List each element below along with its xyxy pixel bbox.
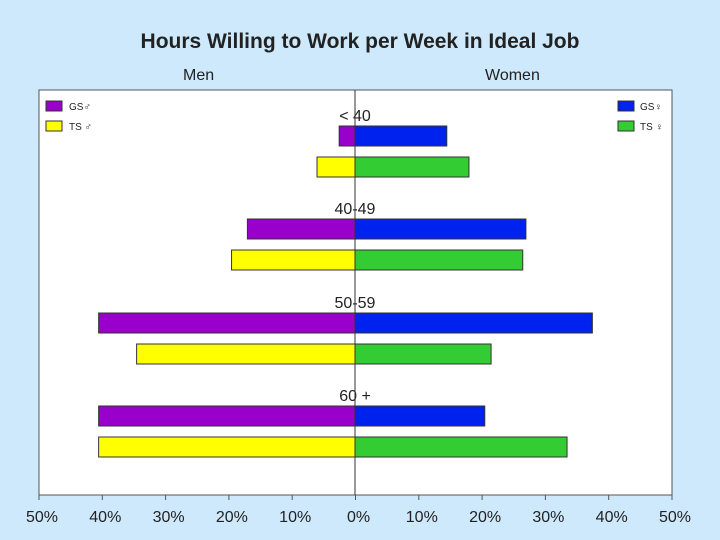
bar-right	[354, 343, 492, 365]
bar-left	[338, 125, 356, 147]
x-tick-label: 20%	[469, 509, 501, 526]
men-label: Men	[183, 67, 215, 84]
bar-right	[354, 218, 527, 240]
x-tick-label: 10%	[279, 509, 311, 526]
legend-swatch-left	[45, 100, 63, 112]
x-tick-label: 10%	[406, 509, 438, 526]
bar-left	[136, 343, 356, 365]
x-tick-label: 50%	[26, 509, 58, 526]
chart-title: Hours Willing to Work per Week in Ideal …	[140, 30, 580, 53]
bar-left	[98, 436, 356, 458]
bar-right	[354, 436, 568, 458]
x-tick-label: 0%	[347, 509, 370, 526]
bar-left	[246, 218, 356, 240]
bar-left	[98, 405, 356, 427]
legend-label-left: TS ♂	[69, 122, 92, 133]
x-tick-label: 50%	[659, 509, 691, 526]
women-label: Women	[485, 67, 540, 84]
legend-label-left: GS♂	[69, 102, 91, 113]
bar-left	[98, 312, 356, 334]
bar-right	[354, 125, 448, 147]
bar-right	[354, 312, 593, 334]
x-tick-label: 40%	[596, 509, 628, 526]
x-tick-label: 40%	[89, 509, 121, 526]
x-tick-label: 30%	[153, 509, 185, 526]
bar-left	[231, 249, 356, 271]
x-tick-label: 30%	[532, 509, 564, 526]
legend-label-right: GS♀	[640, 102, 662, 113]
bar-left	[316, 156, 356, 178]
legend-swatch-left	[45, 120, 63, 132]
x-tick-label: 20%	[216, 509, 248, 526]
bar-right	[354, 249, 524, 271]
legend-swatch-right	[617, 100, 635, 112]
legend-label-right: TS ♀	[640, 122, 663, 133]
legend-swatch-right	[617, 120, 635, 132]
bar-right	[354, 156, 470, 178]
bar-right	[354, 405, 486, 427]
